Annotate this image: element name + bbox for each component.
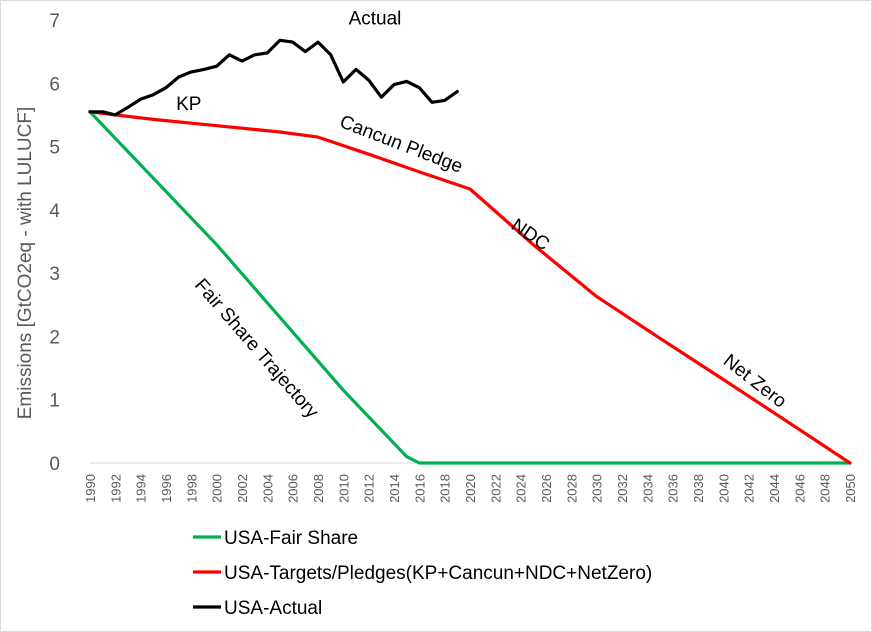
x-tick-label: 2034 [640,474,655,503]
annotation-actual: Actual [349,8,402,29]
x-tick-label: 2042 [742,474,757,503]
x-tick-label: 2024 [514,474,529,503]
x-tick-label: 2016 [412,474,427,503]
y-tick-label: 1 [49,391,60,412]
x-tick-label: 2044 [767,474,782,503]
legend-label-targets-pledges: USA-Targets/Pledges(KP+Cancun+NDC+NetZer… [224,563,652,584]
series-line-targets-pledges [88,110,852,465]
x-tick-label: 2040 [716,474,731,503]
x-tick-label: 2004 [260,474,275,503]
x-tick-label: 1990 [83,474,98,503]
y-axis-label: Emissions [GtCO2eq - with LULUCF] [15,107,36,420]
y-tick-label: 0 [49,454,60,475]
x-tick-label: 2020 [463,474,478,503]
y-tick-label: 6 [49,74,60,95]
x-tick-label: 2008 [311,474,326,503]
annotation-kp: KP [176,94,201,115]
x-tick-label: 2048 [818,474,833,503]
x-tick-label: 2026 [539,474,554,503]
legend-label-actual: USA-Actual [224,598,322,619]
series-line-fair-share [88,110,852,465]
annotation-fairshare: Fair Share Trajectory [190,275,323,423]
x-tick-label: 1996 [159,474,174,503]
x-tick-label: 2002 [235,474,250,503]
x-tick-label: 2012 [362,474,377,503]
annotations: Actual KP Cancun Pledge NDC Net Zero Fair Sha… [176,8,790,422]
annotation-ndc: NDC [507,215,553,255]
x-tick-label: 2038 [691,474,706,503]
x-tick-label: 2032 [615,474,630,503]
x-tick-label: 2006 [286,474,301,503]
x-tick-label: 2036 [666,474,681,503]
y-tick-label: 4 [49,201,60,222]
x-tick-label: 2030 [590,474,605,503]
x-tick-label: 2050 [843,474,858,503]
x-tick-label: 2022 [488,474,503,503]
annotation-netzero: Net Zero [719,350,790,412]
x-tick-label: 2028 [564,474,579,503]
x-tick-label: 2010 [336,474,351,503]
series-lines [88,38,852,465]
x-tick-label: 1994 [134,474,149,503]
y-tick-label: 7 [49,11,60,32]
annotation-cancun: Cancun Pledge [337,111,466,177]
y-tick-label: 2 [49,327,60,348]
x-tick-label: 1998 [184,474,199,503]
series-line-actual [88,38,459,117]
y-tick-label: 3 [49,264,60,285]
y-tick-label: 5 [49,138,60,159]
x-tick-label: 2018 [438,474,453,503]
x-tick-label: 2046 [792,474,807,503]
y-axis-ticks: 0 1 2 3 4 5 6 7 [49,11,60,475]
x-tick-label: 2000 [210,474,225,503]
x-axis-ticks: 1990 1992 1994 1996 1998 2000 2002 2004 2006 2008… [83,474,858,503]
legend-label-fair-share: USA-Fair Share [224,528,358,549]
x-tick-label: 1992 [108,474,123,503]
legend: USA-Fair Share USA-Targets/Pledges(KP+Can… [193,528,652,619]
x-tick-label: 2014 [387,474,402,503]
